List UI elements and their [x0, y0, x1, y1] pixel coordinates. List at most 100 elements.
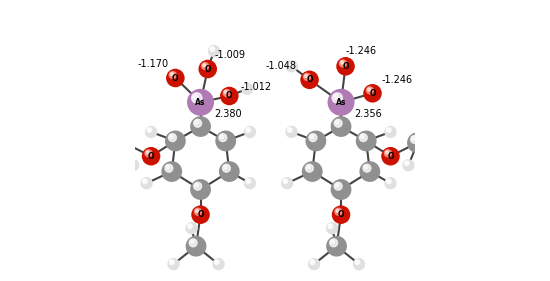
Circle shape	[147, 128, 152, 132]
Circle shape	[144, 180, 145, 182]
Circle shape	[336, 121, 339, 124]
Circle shape	[288, 128, 292, 132]
Circle shape	[241, 83, 254, 95]
Circle shape	[363, 84, 382, 103]
Circle shape	[336, 209, 339, 212]
Circle shape	[145, 150, 152, 157]
Circle shape	[305, 131, 326, 151]
Circle shape	[328, 89, 355, 116]
Circle shape	[203, 64, 206, 67]
Circle shape	[308, 258, 320, 270]
Circle shape	[215, 131, 236, 151]
Circle shape	[355, 260, 360, 264]
Text: O: O	[369, 89, 376, 98]
Circle shape	[191, 93, 202, 103]
Circle shape	[367, 88, 371, 91]
Circle shape	[142, 179, 147, 183]
Circle shape	[288, 62, 292, 67]
Circle shape	[191, 205, 210, 224]
Circle shape	[332, 93, 343, 103]
Circle shape	[361, 135, 364, 139]
Circle shape	[100, 150, 112, 162]
Circle shape	[212, 258, 225, 270]
Text: As: As	[195, 98, 206, 107]
Circle shape	[145, 126, 157, 138]
Circle shape	[246, 179, 251, 183]
Circle shape	[366, 87, 373, 94]
Circle shape	[219, 161, 240, 182]
Circle shape	[429, 150, 442, 162]
Circle shape	[247, 180, 249, 182]
Text: O: O	[387, 152, 394, 161]
Circle shape	[336, 57, 355, 76]
Circle shape	[102, 152, 107, 157]
Circle shape	[332, 205, 350, 224]
Circle shape	[186, 236, 206, 257]
Circle shape	[170, 135, 173, 139]
Circle shape	[194, 182, 201, 190]
Circle shape	[185, 222, 197, 234]
Circle shape	[288, 63, 290, 65]
Circle shape	[188, 225, 190, 227]
Circle shape	[305, 74, 308, 78]
Circle shape	[190, 240, 194, 244]
Circle shape	[288, 128, 290, 131]
Circle shape	[441, 126, 443, 128]
Circle shape	[405, 162, 408, 164]
Circle shape	[190, 116, 211, 137]
Circle shape	[387, 128, 389, 131]
Circle shape	[210, 47, 214, 51]
Circle shape	[304, 73, 311, 80]
Circle shape	[381, 147, 400, 166]
Circle shape	[93, 125, 98, 130]
Circle shape	[311, 260, 313, 263]
Circle shape	[359, 161, 380, 182]
Circle shape	[310, 135, 314, 139]
Circle shape	[363, 164, 371, 172]
Circle shape	[335, 208, 342, 215]
Circle shape	[334, 182, 342, 190]
Circle shape	[211, 47, 213, 50]
Circle shape	[169, 260, 174, 264]
Circle shape	[386, 151, 389, 154]
Circle shape	[326, 236, 347, 257]
Circle shape	[285, 60, 298, 72]
Circle shape	[246, 128, 251, 132]
Circle shape	[130, 162, 132, 164]
Circle shape	[404, 161, 409, 166]
Circle shape	[114, 132, 135, 153]
Circle shape	[244, 126, 256, 138]
Circle shape	[244, 85, 246, 87]
Circle shape	[329, 225, 331, 227]
Circle shape	[168, 134, 177, 142]
Circle shape	[170, 260, 172, 263]
Circle shape	[353, 258, 365, 270]
Circle shape	[119, 137, 122, 140]
Circle shape	[220, 135, 224, 139]
Circle shape	[431, 152, 436, 157]
Circle shape	[309, 134, 317, 142]
Circle shape	[117, 135, 125, 143]
Circle shape	[166, 69, 185, 87]
Circle shape	[384, 177, 397, 189]
Text: 2.356: 2.356	[355, 109, 382, 119]
Circle shape	[334, 95, 338, 99]
Text: O: O	[338, 210, 344, 219]
Text: O: O	[197, 210, 204, 219]
Circle shape	[307, 166, 310, 169]
Circle shape	[243, 85, 248, 89]
Circle shape	[140, 177, 153, 189]
Circle shape	[148, 128, 150, 131]
Circle shape	[402, 159, 415, 171]
Text: O: O	[148, 152, 155, 161]
Circle shape	[244, 177, 256, 189]
Text: -1.170: -1.170	[138, 59, 169, 69]
Circle shape	[441, 125, 445, 130]
Circle shape	[222, 164, 230, 172]
Text: -1.246: -1.246	[382, 75, 412, 85]
Circle shape	[328, 224, 333, 228]
Circle shape	[339, 60, 347, 67]
Text: O: O	[172, 74, 179, 83]
Circle shape	[300, 71, 319, 89]
Circle shape	[329, 239, 338, 247]
